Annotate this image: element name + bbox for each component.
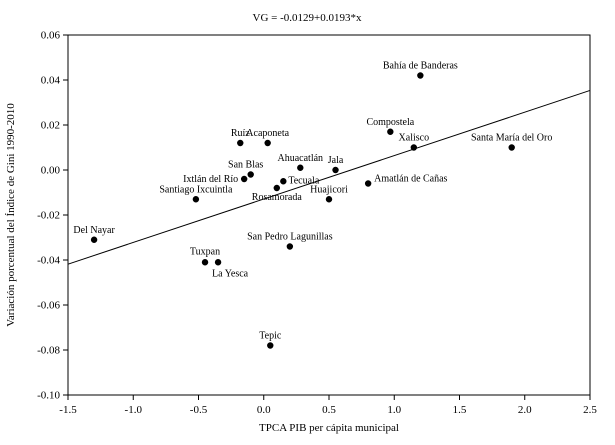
point-label-bahia-de-banderas: Bahía de Banderas bbox=[383, 61, 458, 72]
point-label-compostela: Compostela bbox=[366, 117, 414, 128]
point-label-rosamorada: Rosamorada bbox=[252, 192, 303, 203]
y-tick-label: -0.10 bbox=[37, 390, 60, 402]
data-point-santiago-ixcuintla bbox=[192, 196, 200, 203]
data-point-ruiz bbox=[237, 139, 244, 147]
x-tick-label: 0.5 bbox=[322, 404, 336, 416]
data-point-tepic bbox=[267, 342, 274, 349]
data-point-compostela bbox=[387, 128, 394, 135]
data-point-la-yesca bbox=[214, 259, 222, 266]
data-point-xalisco bbox=[410, 144, 418, 151]
x-tick-label: 2.5 bbox=[583, 404, 597, 416]
point-label-huajicori: Huajicori bbox=[310, 184, 348, 195]
data-point-del-nayar bbox=[90, 236, 98, 243]
data-point-rosamorada bbox=[273, 184, 280, 192]
data-point-san-blas bbox=[247, 171, 254, 178]
data-point-ixtlan-del-rio bbox=[240, 175, 248, 183]
x-tick-label: -0.5 bbox=[190, 404, 208, 416]
data-point-bahia-de-banderas bbox=[417, 72, 424, 79]
y-tick-label: 0.06 bbox=[41, 30, 61, 42]
point-label-san-pedro-lagunillas: San Pedro Lagunillas bbox=[247, 232, 333, 243]
x-tick-label: -1.0 bbox=[125, 404, 143, 416]
point-label-la-yesca: La Yesca bbox=[212, 268, 249, 279]
point-label-xalisco: Xalisco bbox=[399, 133, 430, 144]
trend-line bbox=[67, 89, 591, 265]
point-label-tepic: Tepic bbox=[259, 331, 282, 342]
y-tick-label: -0.06 bbox=[37, 300, 60, 312]
data-point-acaponeta bbox=[264, 139, 271, 147]
point-label-tuxpan: Tuxpan bbox=[190, 246, 220, 257]
point-label-del-nayar: Del Nayar bbox=[73, 225, 115, 236]
point-label-ahuacatlan: Ahuacatlán bbox=[278, 153, 324, 164]
x-tick-label: 1.0 bbox=[387, 404, 401, 416]
data-point-jala bbox=[332, 166, 339, 174]
chart-title: VG = -0.0129+0.0193*x bbox=[253, 12, 362, 24]
y-tick-label: 0.00 bbox=[41, 165, 61, 177]
point-label-santa-maria-del-oro: Santa María del Oro bbox=[471, 133, 552, 144]
data-point-tecuala bbox=[280, 178, 287, 185]
point-label-ruiz: Ruíz bbox=[231, 128, 250, 139]
data-point-san-pedro-lagunillas bbox=[286, 243, 294, 250]
point-label-santiago-ixcuintla: Santiago Ixcuintla bbox=[159, 184, 233, 195]
y-tick-label: -0.08 bbox=[37, 345, 60, 357]
data-point-tuxpan bbox=[201, 259, 209, 266]
x-tick-label: -1.5 bbox=[59, 404, 77, 416]
data-point-amatlan-de-canas bbox=[364, 180, 372, 187]
data-point-ahuacatlan bbox=[297, 164, 304, 171]
plot-frame bbox=[67, 34, 591, 396]
plot-area: -1.5 -1.0 -0.5 0.0 0.5 1.0 1.5 2.0 2.5 -0.10 -0.08… bbox=[37, 30, 597, 417]
point-label-tecuala: Tecuala bbox=[288, 175, 320, 186]
point-label-amatlan-de-canas: Amatlán de Cañas bbox=[374, 174, 447, 185]
x-tick-label: 1.5 bbox=[453, 404, 467, 416]
data-point-huajicori bbox=[325, 196, 333, 203]
y-axis-label: Variación porcentual del Índice de Gini … bbox=[5, 103, 17, 327]
y-tick-label: 0.04 bbox=[41, 75, 61, 87]
point-label-acaponeta: Acaponeta bbox=[246, 128, 289, 139]
x-tick-label: 0.0 bbox=[257, 404, 271, 416]
point-label-jala: Jala bbox=[328, 155, 344, 166]
y-tick-label: -0.04 bbox=[37, 255, 60, 267]
x-axis-label: TPCA PIB per cápita municipal bbox=[259, 422, 399, 434]
x-tick-label: 2.0 bbox=[518, 404, 532, 416]
data-point-santa-maria-del-oro bbox=[508, 144, 515, 151]
point-label-san-blas: San Blas bbox=[228, 160, 263, 171]
y-tick-label: 0.02 bbox=[41, 120, 60, 132]
y-tick-label: -0.02 bbox=[37, 210, 60, 222]
point-label-ixtlan-del-rio: Ixtlán del Río bbox=[183, 174, 238, 185]
